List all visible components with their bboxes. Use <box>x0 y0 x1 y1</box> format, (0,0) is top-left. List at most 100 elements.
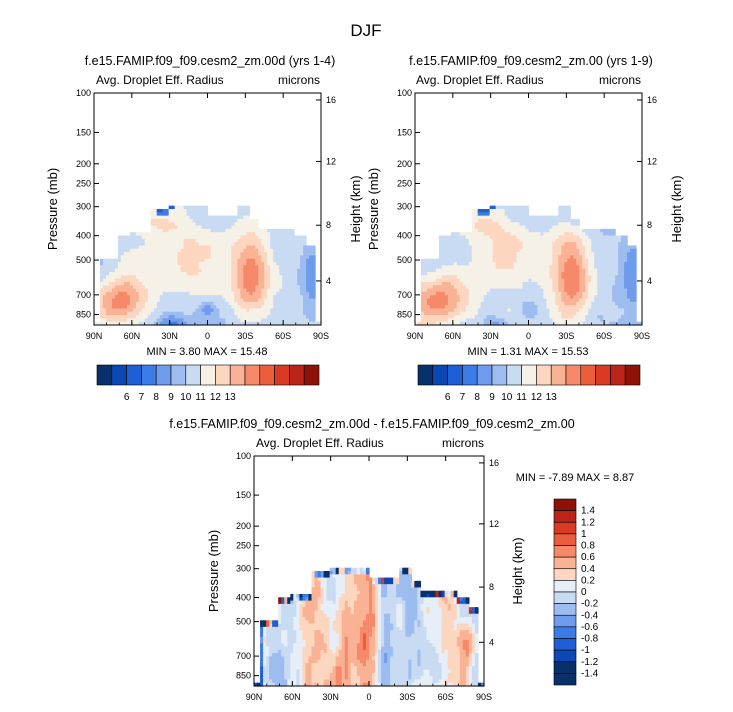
panel-1-cell <box>303 321 307 326</box>
panel-2-cell <box>615 265 619 270</box>
panel-1-cell <box>183 252 188 256</box>
panel-1-cell <box>249 235 253 240</box>
panel-1-cell <box>309 252 313 256</box>
panel-1-cell <box>249 248 253 253</box>
panel-1-cell <box>240 209 244 213</box>
panel-1-cell <box>141 245 146 250</box>
panel-1-cell <box>300 271 304 276</box>
panel-1-cell <box>285 298 289 303</box>
panel-1-cell <box>270 238 274 243</box>
panel-1-cell <box>195 271 200 276</box>
panel-2-cell <box>510 318 515 323</box>
panel-2-cell <box>510 281 515 286</box>
panel-2-cell <box>513 255 518 260</box>
panel-1-cell <box>249 268 253 273</box>
panel-1-cell <box>186 298 191 303</box>
panel-1-cell <box>168 212 173 217</box>
panel-2-cell <box>471 295 476 300</box>
panel-1-cell <box>144 311 149 316</box>
panel-3-cell <box>302 649 307 654</box>
panel-1-cell <box>138 285 143 290</box>
panel-2-cell <box>534 248 539 253</box>
panel-2-cell <box>477 305 482 310</box>
panel-2-cell <box>501 242 506 247</box>
panel-1-cell <box>165 265 170 270</box>
panel-1-cell <box>210 235 215 240</box>
panel-1-cell <box>159 288 164 293</box>
panel-2-cell <box>504 222 509 227</box>
panel-3-cell <box>260 676 264 681</box>
panel-1-cell <box>276 242 280 247</box>
panel-1-cell <box>102 298 107 303</box>
panel-2-cell <box>612 301 616 306</box>
panel-1-cell <box>177 298 182 303</box>
panel-1-cell <box>156 255 161 260</box>
panel-1-cell <box>132 298 137 303</box>
panel-1-cell <box>216 278 221 283</box>
panel-2-cell <box>534 252 539 256</box>
panel-2-cell <box>594 268 598 273</box>
panel-2-cell <box>492 212 497 217</box>
panel-3-cell <box>284 623 288 628</box>
panel-2-cell <box>633 245 637 250</box>
panel-1: f.e15.FAMIP.f09_f09.cesm2_zm.00d (yrs 1-… <box>45 54 363 403</box>
panel-1-cell <box>276 238 280 243</box>
panel-2-cell <box>570 281 574 286</box>
panel-1-cell <box>183 291 188 296</box>
panel-2-cell <box>426 281 431 286</box>
panel-1-cell <box>159 242 164 247</box>
panel-1-cell <box>147 291 152 296</box>
panel-2-cell <box>543 232 548 237</box>
panel-2-cell <box>582 262 586 266</box>
panel-2-cell <box>621 315 625 319</box>
panel-1-units-label: microns <box>278 73 320 87</box>
panel-2-cell <box>495 255 500 260</box>
panel-1-cell <box>195 232 200 237</box>
panel-1-cell <box>138 298 143 303</box>
panel-2-cell <box>420 258 425 263</box>
panel-3-cell <box>281 646 285 651</box>
panel-1-cell <box>213 262 218 266</box>
panel-2-cell <box>627 252 631 256</box>
panel-1-cell <box>108 285 113 290</box>
panel-3-cell <box>281 633 285 638</box>
panel-2-cell <box>453 311 458 316</box>
panel-1-cell <box>111 262 116 266</box>
panel-2-cell <box>471 238 476 243</box>
panel-1-cell <box>177 218 182 223</box>
panel-2-cell <box>489 235 494 240</box>
panel-3-cell <box>278 682 282 687</box>
panel-1-cell <box>231 222 235 227</box>
panel-1-cell <box>294 248 298 253</box>
panel-1-cell <box>222 225 227 230</box>
panel-2-cell <box>465 268 470 273</box>
panel-2-cell <box>507 301 512 306</box>
panel-2-cell <box>519 242 524 247</box>
panel-2-cell <box>498 311 503 316</box>
panel-2-cell <box>594 275 598 280</box>
panel-1-cell <box>204 205 209 210</box>
panel-1-cell <box>252 308 256 313</box>
panel-3-cell <box>296 676 300 681</box>
panel-2-ytick-label: 100 <box>397 88 412 98</box>
panel-2-cell <box>531 301 536 306</box>
panel-1-cell <box>105 311 110 316</box>
panel-2-cell <box>498 308 503 313</box>
panel-1-cell <box>198 311 203 316</box>
panel-1-cell <box>201 301 206 306</box>
panel-1-cell <box>237 248 241 253</box>
panel-2-cell <box>630 265 634 270</box>
panel-2-cell <box>603 245 607 250</box>
panel-2-cell <box>534 215 539 220</box>
panel-1-cell <box>288 248 292 253</box>
panel-1-cell <box>126 255 131 260</box>
panel-1-cell <box>255 291 259 296</box>
panel-1-cell <box>210 275 215 280</box>
panel-3-cell <box>275 626 279 631</box>
panel-1-cell <box>312 318 316 323</box>
panel-1-cell <box>294 295 298 300</box>
panel-1-cell <box>162 212 167 217</box>
panel-2-cell <box>477 271 482 276</box>
panel-1-cell <box>234 262 238 266</box>
panel-2-cell <box>543 255 548 260</box>
